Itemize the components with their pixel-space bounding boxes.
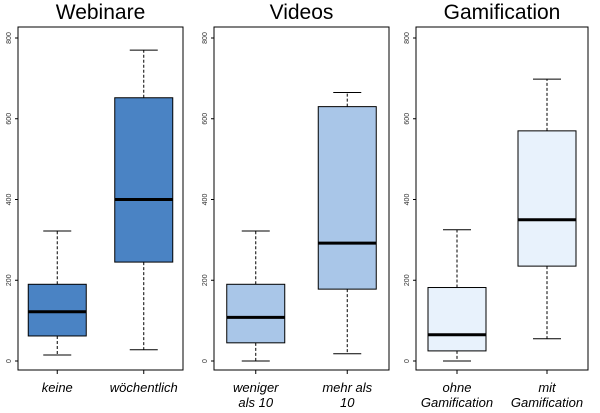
category-label: ohne [443, 380, 472, 395]
category-label: mit [538, 380, 557, 395]
y-tick-label: 400 [6, 194, 13, 206]
chart-panel-1: Webinare 0 200 400 600 800 keine wöchentlich [6, 1, 184, 395]
category-label: mehr als [322, 380, 372, 395]
category-label: Gamification [421, 395, 493, 410]
category-label: Gamification [511, 395, 583, 410]
iqr-box [427, 287, 487, 352]
y-tick-label: 200 [404, 274, 411, 286]
y-tick-label: 600 [202, 113, 209, 125]
y-tick-label: 800 [404, 32, 411, 44]
iqr-box [27, 283, 87, 337]
plot-frame [415, 26, 589, 371]
category-label: wöchentlich [110, 380, 178, 395]
chart-panels: Webinare 0 200 400 600 800 keine wöchentlich Vid… [6, 1, 589, 410]
box-2 [517, 78, 577, 340]
iqr-box [517, 130, 577, 267]
box-1 [427, 229, 487, 362]
box-1 [27, 230, 87, 356]
panel-title: Webinare [56, 1, 146, 24]
iqr-box [317, 106, 377, 290]
plot-frame [213, 26, 390, 371]
y-tick-label: 0 [6, 359, 13, 363]
y-tick-label: 0 [202, 359, 209, 363]
plot-frame [17, 26, 184, 371]
y-tick-label: 600 [6, 113, 13, 125]
y-tick-label: 400 [404, 194, 411, 206]
y-tick-label: 400 [202, 194, 209, 206]
y-tick-label: 800 [202, 32, 209, 44]
y-tick-label: 200 [202, 274, 209, 286]
panel-title: Videos [270, 1, 334, 24]
y-tick-label: 200 [6, 274, 13, 286]
iqr-box [114, 97, 174, 263]
y-tick-label: 600 [404, 113, 411, 125]
iqr-box [226, 283, 286, 344]
category-label: keine [42, 380, 73, 395]
category-label: weniger [233, 380, 279, 395]
y-tick-label: 0 [404, 359, 411, 363]
y-tick-label: 800 [6, 32, 13, 44]
category-label: 10 [340, 395, 355, 410]
panel-title: Gamification [444, 1, 561, 24]
box-2 [317, 92, 377, 355]
box-2 [114, 49, 174, 351]
category-label: als 10 [238, 395, 273, 410]
box-1 [226, 230, 286, 362]
chart-panel-3: Gamification0200400600800ohneGamificatio… [404, 1, 589, 410]
